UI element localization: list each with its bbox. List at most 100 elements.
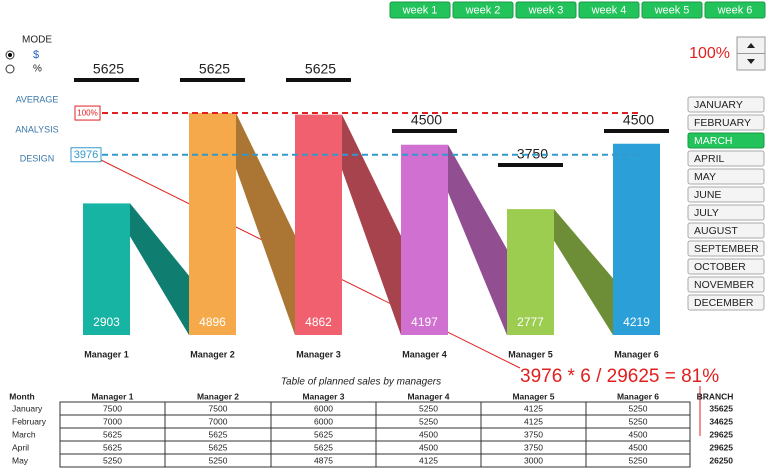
table-header: Manager 3 [302,391,344,401]
mode-option: $ [33,49,39,61]
table-header: Manager 4 [407,391,449,401]
week-label: week 3 [528,4,564,16]
table-cell: 5250 [629,403,648,413]
table-header: Manager 2 [197,391,239,401]
table-header: Manager 5 [512,391,554,401]
month-button[interactable] [687,258,765,275]
target-label: 5625 [305,61,336,77]
table-cell: 4125 [524,416,543,426]
ribbon-shade [448,144,507,335]
table-cell: 3750 [524,442,543,452]
x-tick-label: Manager 2 [190,349,235,359]
month-button[interactable] [687,294,765,311]
table-cell: 6000 [314,416,333,426]
table-cell: 35625 [709,403,733,413]
side-label: AVERAGE [16,94,59,104]
month-button[interactable] [687,150,765,167]
table-cell: 7500 [209,403,228,413]
month-button[interactable] [687,204,765,221]
month-button[interactable] [687,114,765,131]
table-cell: February [12,416,47,426]
table-header: Month [9,391,35,401]
bar [613,143,660,335]
table-cell: 7000 [209,416,228,426]
table-cell: May [12,455,29,465]
month-button[interactable] [687,132,765,149]
month-label: JUNE [694,189,721,201]
table-cell: 3000 [524,455,543,465]
bar-value: 4896 [199,315,226,329]
table-cell: 34625 [709,416,733,426]
month-button[interactable] [687,168,765,185]
ribbon [236,113,295,335]
month-label: SEPTEMBER [694,243,759,255]
week-button[interactable] [578,1,640,19]
table-cell: March [12,429,36,439]
bar-value: 4197 [411,315,438,329]
side-label: DESIGN [20,153,55,163]
target-label: 5625 [93,61,124,77]
week-button[interactable] [515,1,577,19]
week-button[interactable] [704,1,766,19]
table-cell: 4125 [524,403,543,413]
week-button[interactable] [641,1,703,19]
week-label: week 1 [402,4,438,16]
month-button[interactable] [687,276,765,293]
table-cell: 4500 [419,442,438,452]
bar [189,113,236,335]
target-label: 3750 [517,146,548,162]
reference-label: 3976 [74,149,98,161]
ribbon-shade [342,114,401,336]
month-button[interactable] [687,96,765,113]
mode-title: MODE [22,35,52,46]
month-button[interactable] [687,240,765,257]
month-label: JULY [694,207,719,219]
ribbon [554,209,613,335]
zoom-value: 100% [689,45,730,62]
month-label: FEBRUARY [694,117,751,129]
spinner-up[interactable] [747,43,755,48]
table-cell: 5625 [209,429,228,439]
month-label: MAY [694,171,716,183]
reference-box [74,105,101,121]
week-button[interactable] [452,1,514,19]
month-button[interactable] [687,186,765,203]
week-label: week 5 [654,4,690,16]
week-label: week 6 [717,4,753,16]
table-cell: April [12,442,29,452]
table-cell: 5250 [209,455,228,465]
reference-box [70,147,102,163]
ribbon-shade [554,209,613,335]
table-cell: 5625 [209,442,228,452]
table-cell: 29625 [709,442,733,452]
target-label: 5625 [199,61,230,77]
spinner-down[interactable] [747,59,755,64]
bar-value: 2777 [517,315,544,329]
radio-button[interactable] [5,64,15,74]
week-label: week 2 [465,4,501,16]
table-cell: 5625 [314,442,333,452]
table-cell: 4875 [314,455,333,465]
table-cell: 5250 [419,403,438,413]
table-cell: 5250 [629,455,648,465]
bar [295,114,342,336]
table-cell: 4500 [629,429,648,439]
bar [401,144,448,335]
table-cell: 7500 [103,403,122,413]
x-tick-label: Manager 4 [402,349,447,359]
table-cell: 7000 [103,416,122,426]
table-header: Manager 1 [91,391,133,401]
month-label: JANUARY [694,99,743,111]
month-label: APRIL [694,153,725,165]
bar-value: 4219 [623,315,650,329]
reference-label: 100% [77,109,97,118]
mode-option: % [33,64,42,75]
ribbon-shade [130,203,189,335]
week-button[interactable] [389,1,451,19]
table-cell: 6000 [314,403,333,413]
month-button[interactable] [687,222,765,239]
radio-dot [8,53,12,57]
side-label: ANALYSIS [15,124,58,134]
